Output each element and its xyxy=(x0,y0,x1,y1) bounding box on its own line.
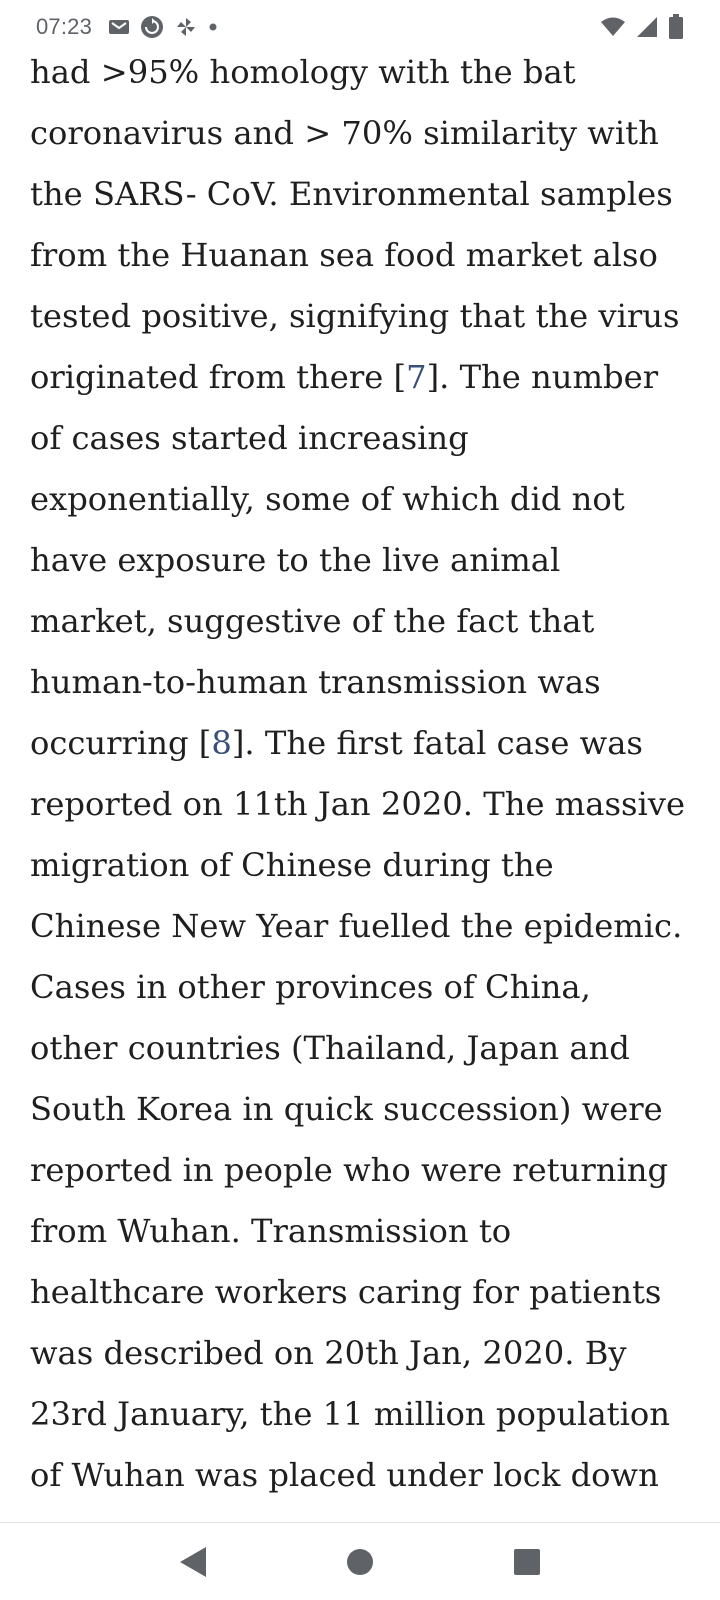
pinwheel-icon xyxy=(174,15,198,39)
article-line: reported on 11th Jan 2020. The massive xyxy=(30,785,686,823)
status-time: 07:23 xyxy=(36,14,93,39)
article-body: had >95% homology with the bat coronavir… xyxy=(30,42,700,1506)
battery-icon xyxy=(668,14,684,40)
dot-icon xyxy=(208,22,218,32)
article-line: market, suggestive of the fact that xyxy=(30,602,595,640)
gmail-icon xyxy=(108,18,130,36)
home-icon xyxy=(346,1548,373,1575)
article-line: tested positive, signifying that the vir… xyxy=(30,297,680,335)
article-line: occurring [8]. The first fatal case was xyxy=(30,713,700,774)
back-icon xyxy=(180,1546,207,1577)
article-line: migration of Chinese during the xyxy=(30,846,554,884)
article-line: from Wuhan. Transmission to xyxy=(30,1212,512,1250)
status-right xyxy=(600,14,684,40)
article-line: of Wuhan was placed under lock down xyxy=(30,1456,659,1494)
status-left: 07:23 xyxy=(36,14,218,40)
article-line-text: occurring [ xyxy=(30,724,212,762)
navigation-bar xyxy=(0,1522,720,1600)
article-line: 23rd January, the 11 million population xyxy=(30,1395,670,1433)
wifi-icon xyxy=(600,16,626,38)
recents-button[interactable] xyxy=(499,1534,555,1590)
article-line: human-to-human transmission was xyxy=(30,663,601,701)
article-line: of cases started increasing xyxy=(30,419,469,457)
reference-link-7[interactable]: 7 xyxy=(406,358,427,396)
article-line: the SARS- CoV. Environmental samples xyxy=(30,175,673,213)
article-line: originated from there [7]. The number xyxy=(30,347,700,408)
article-line: Chinese New Year fuelled the epidemic. xyxy=(30,907,683,945)
home-button[interactable] xyxy=(332,1534,388,1590)
back-button[interactable] xyxy=(165,1534,221,1590)
article-line: reported in people who were returning xyxy=(30,1151,669,1189)
article-line: from the Huanan sea food market also xyxy=(30,236,658,274)
signal-icon xyxy=(636,16,658,38)
reference-link-8[interactable]: 8 xyxy=(211,724,232,762)
article-line: exponentially, some of which did not xyxy=(30,480,625,518)
sync-icon xyxy=(140,15,164,39)
article-line-text: originated from there [ xyxy=(30,358,407,396)
article-line: healthcare workers caring for patients xyxy=(30,1273,662,1311)
article-line: was described on 20th Jan, 2020. By xyxy=(30,1334,627,1372)
recents-icon xyxy=(513,1548,540,1575)
article-line: have exposure to the live animal xyxy=(30,541,561,579)
article-line-text: ]. The first fatal case was xyxy=(231,724,643,762)
article-line: coronavirus and > 70% similarity with xyxy=(30,114,659,152)
status-bar: 07:23 xyxy=(0,0,720,54)
article-line: had >95% homology with the bat xyxy=(30,53,576,91)
article-line: South Korea in quick succession) were xyxy=(30,1090,663,1128)
article-paragraph: had >95% homology with the bat coronavir… xyxy=(30,42,700,1506)
article-line: other countries (Thailand, Japan and xyxy=(30,1029,630,1067)
article-line-text: ]. The number xyxy=(426,358,659,396)
article-line: Cases in other provinces of China, xyxy=(30,968,591,1006)
